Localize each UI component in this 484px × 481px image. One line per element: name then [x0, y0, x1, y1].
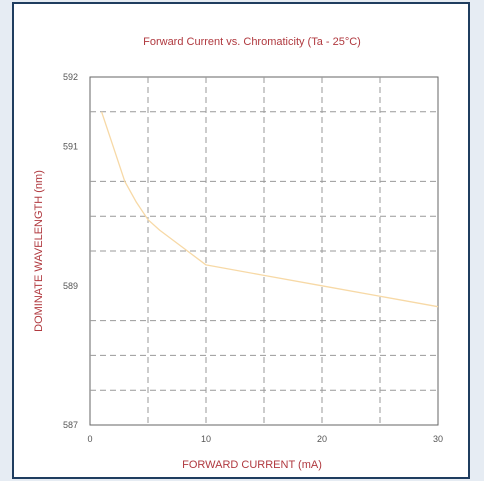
x-tick-label: 20 [317, 434, 327, 444]
series-group [100, 111, 439, 308]
y-tick-label: 587 [63, 420, 78, 430]
x-axis-label: FORWARD CURRENT (mA) [182, 459, 322, 471]
y-tick-label: 592 [63, 72, 78, 82]
x-tick-labels: 0 10 20 30 [87, 434, 443, 444]
y-tick-label: 589 [63, 281, 78, 291]
y-axis-label: DOMINATE WAVELENGTH (nm) [33, 170, 45, 332]
chart-title: Forward Current vs. Chromaticity (Ta - 2… [143, 36, 361, 48]
chart-frame [12, 2, 470, 479]
y-tick-labels: 587 589 591 592 [63, 72, 78, 430]
x-tick-label: 30 [433, 434, 443, 444]
x-tick-label: 10 [201, 434, 211, 444]
x-tick-label: 0 [87, 434, 92, 444]
grid-lines [90, 77, 438, 425]
y-tick-label: 591 [63, 142, 78, 152]
series-line [100, 111, 439, 308]
